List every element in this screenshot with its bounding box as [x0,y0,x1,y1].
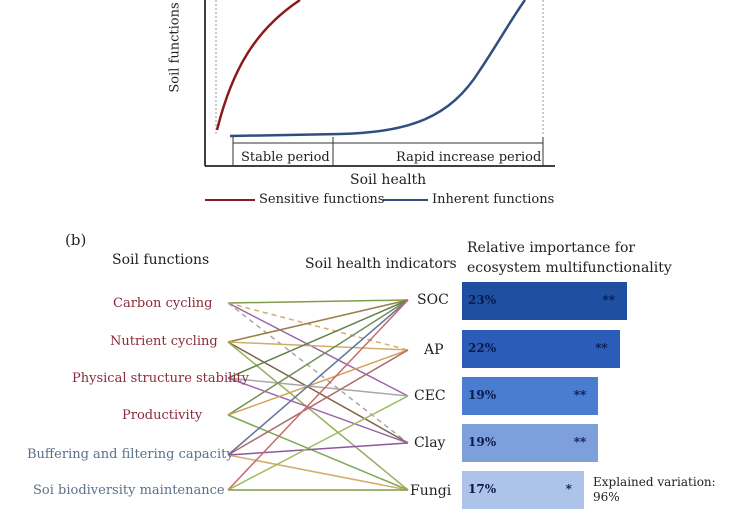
function-indicator-links [227,299,409,491]
importance-percent-ap: 22% [468,341,497,355]
significance-cec: ** [573,388,587,402]
significance-ap: ** [595,341,608,355]
explained-variation-value: 96% [593,490,620,504]
importance-bar-cec: 19% ** [462,377,599,415]
importance-header-line1: Relative importance for [467,240,636,256]
function-carbon-cycling: Carbon cycling [113,296,213,311]
indicator-clay: Clay [414,435,446,451]
importance-bar-soc: 23% ** [462,282,627,320]
legend-inherent-label: Inherent functions [432,192,555,207]
significance-fungi: * [565,482,572,496]
indicator-ap: AP [424,342,444,358]
importance-percent-soc: 23% [468,293,497,307]
importance-percent-fungi: 17% [468,482,497,496]
significance-soc: ** [602,293,615,307]
importance-bar-ap: 22% ** [462,330,620,368]
stable-period-label: Stable period [241,150,330,165]
functions-header: Soil functions [112,252,210,268]
indicator-cec: CEC [414,388,446,404]
rapid-period-label: Rapid increase period [396,150,542,165]
panel-b-tag: (b) [65,231,87,249]
indicators-header: Soil health indicators [305,256,457,272]
inherent-functions-curve [229,0,527,138]
importance-bar-fungi: 17% * [462,471,584,509]
importance-bar-clay: 19% ** [462,424,599,462]
importance-percent-clay: 19% [468,435,497,449]
indicator-fungi: Fungi [410,483,452,499]
function-productivity: Productivity [122,408,203,423]
significance-clay: ** [573,435,587,449]
legend-sensitive-label: Sensitive functions [259,192,385,207]
function-buffering: Buffering and filtering capacity [27,447,234,462]
y-axis-label: Soil functions [167,2,183,93]
function-biodiversity: Soi biodiversity maintenance [33,483,225,498]
x-axis-label: Soil health [350,172,427,188]
importance-percent-cec: 19% [468,388,497,402]
function-nutrient-cycling: Nutrient cycling [110,334,218,349]
indicator-soc: SOC [417,292,449,308]
explained-variation-label: Explained variation: [593,475,716,489]
sensitive-functions-curve [215,0,301,131]
function-physical-structure: Physical structure stability [72,371,250,386]
importance-header-line2: ecosystem multifunctionality [467,260,672,276]
